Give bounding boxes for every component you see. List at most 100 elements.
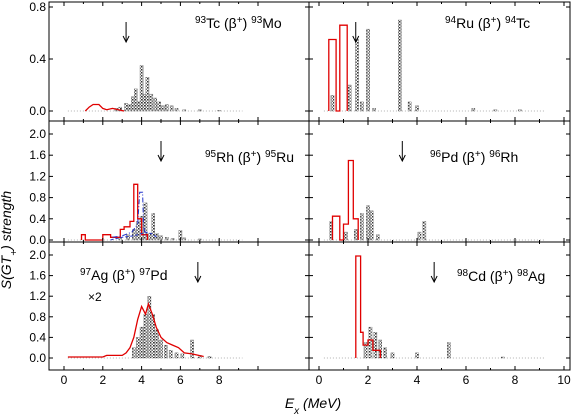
- experimental-bar: [139, 326, 144, 359]
- experimental-bar: [190, 339, 194, 359]
- experimental-bar: [372, 108, 376, 112]
- experimental-bar: [134, 88, 138, 112]
- y-tick-label: 0.8: [29, 310, 46, 324]
- theory-histogram: [355, 255, 381, 358]
- x-tick-label: 6: [177, 373, 184, 387]
- q-value-arrowhead: [398, 154, 406, 163]
- experimental-bar: [518, 109, 522, 112]
- experimental-bar: [407, 101, 412, 112]
- experimental-bar: [164, 344, 168, 359]
- experimental-bar: [174, 108, 179, 112]
- panels-group: 0.0 0.4 0.8 93Tc (β+) 93Mo 94Ru (β+) 94Tc 0.0…: [29, 0, 571, 387]
- experimental-bar: [126, 234, 130, 241]
- experimental-bar: [155, 329, 159, 359]
- x-tick-label: 10: [557, 373, 571, 387]
- experimental-bar: [373, 332, 378, 359]
- y-tick-label: 0.0: [29, 104, 46, 118]
- reaction-label: 96Pd (β+) 96Rh: [430, 149, 518, 165]
- experimental-bar: [143, 314, 148, 359]
- experimental-bar: [169, 105, 174, 112]
- experimental-bar: [353, 229, 358, 241]
- experimental-bar: [415, 105, 419, 112]
- experimental-bar: [151, 314, 155, 359]
- experimental-bar: [217, 110, 221, 112]
- x-tick-label: 0: [61, 373, 68, 387]
- experimental-bar: [366, 205, 370, 241]
- theory-histogram: [331, 159, 359, 241]
- reaction-label: 97Ag (β+) 97Pd: [80, 267, 168, 283]
- x-tick-label: 4: [414, 373, 421, 387]
- panel-frame: [308, 241, 571, 371]
- experimental-bar: [417, 231, 422, 241]
- y-tick-label: 0.0: [29, 233, 46, 247]
- y-tick-label: 1.2: [29, 169, 46, 183]
- experimental-bar: [198, 109, 202, 112]
- reaction-label: 94Ru (β+) 94Tc: [445, 15, 530, 31]
- experimental-bar: [136, 101, 141, 112]
- experimental-bar: [383, 347, 387, 359]
- x-tick-label: 6: [463, 373, 470, 387]
- reaction-label: 93Tc (β+) 93Mo: [195, 15, 282, 31]
- experimental-bar: [118, 106, 123, 112]
- experimental-bar: [415, 352, 419, 359]
- experimental-bar: [493, 109, 498, 112]
- y-axis-title: S(GT+) strength: [0, 191, 20, 290]
- experimental-bar: [161, 105, 165, 112]
- experimental-bar: [500, 356, 505, 359]
- experimental-bar: [170, 238, 175, 241]
- experimental-bar: [376, 234, 380, 241]
- y-tick-label: 0.8: [29, 0, 46, 14]
- experimental-bar: [131, 96, 135, 112]
- experimental-bar: [135, 337, 140, 359]
- x-tick-label: 2: [99, 373, 106, 387]
- panel-cd98: 0 2 4 6 8 10 98Cd (β+) 98Ag: [308, 241, 571, 387]
- experimental-bar: [347, 84, 352, 112]
- panel-pd96: 96Pd (β+) 96Rh: [308, 120, 571, 243]
- scale-note: ×2: [88, 290, 102, 304]
- experimental-bar: [198, 238, 202, 241]
- y-tick-label: 1.6: [29, 148, 46, 162]
- experimental-bar: [124, 103, 128, 112]
- theory-component-dashed: [110, 231, 158, 241]
- experimental-bar: [147, 233, 152, 241]
- experimental-bar: [330, 95, 335, 112]
- experimental-bar: [159, 339, 163, 359]
- x-tick-label: 2: [365, 373, 372, 387]
- panel-ru94: 94Ru (β+) 94Tc: [308, 1, 571, 122]
- experimental-bar: [132, 347, 136, 359]
- experimental-bar: [139, 65, 144, 112]
- experimental-bar: [145, 77, 150, 112]
- experimental-bar: [142, 93, 147, 112]
- experimental-bar: [368, 326, 373, 359]
- experimental-bar: [355, 39, 359, 112]
- x-tick-label: 8: [512, 373, 519, 387]
- q-value-arrowhead: [352, 35, 360, 44]
- experimental-bar: [174, 352, 179, 359]
- y-tick-label: 0.8: [29, 191, 46, 205]
- x-tick-label: 0: [316, 373, 323, 387]
- experimental-bar: [135, 221, 140, 241]
- panel-frame: [48, 241, 310, 371]
- experimental-bar: [180, 353, 185, 359]
- experimental-bar: [165, 237, 169, 241]
- y-tick-label: 0.4: [29, 212, 46, 226]
- experimental-bar: [153, 97, 157, 112]
- experimental-bar: [344, 231, 348, 241]
- experimental-bar: [360, 101, 364, 112]
- theory-component-dashdot: [112, 191, 146, 238]
- q-value-arrowhead: [122, 35, 130, 44]
- x-axis-title: Ex (MeV): [285, 395, 341, 415]
- experimental-bar: [363, 342, 368, 359]
- experimental-bar: [151, 213, 155, 241]
- reaction-label: 95Rh (β+) 95Ru: [205, 149, 294, 165]
- experimental-bar: [390, 352, 395, 359]
- q-value-arrowhead: [194, 275, 202, 284]
- panel-tc93: 0.0 0.4 0.8 93Tc (β+) 93Mo: [29, 0, 310, 122]
- experimental-bar: [168, 350, 173, 359]
- panel-rh95: 0.0 0.4 0.8 1.2 1.6 2.0 95Rh (β+) 95Ru: [29, 120, 310, 247]
- y-tick-label: 0.4: [29, 52, 46, 66]
- x-tick-label: 8: [216, 373, 223, 387]
- theory-histogram: [67, 301, 204, 358]
- experimental-bar: [398, 19, 402, 112]
